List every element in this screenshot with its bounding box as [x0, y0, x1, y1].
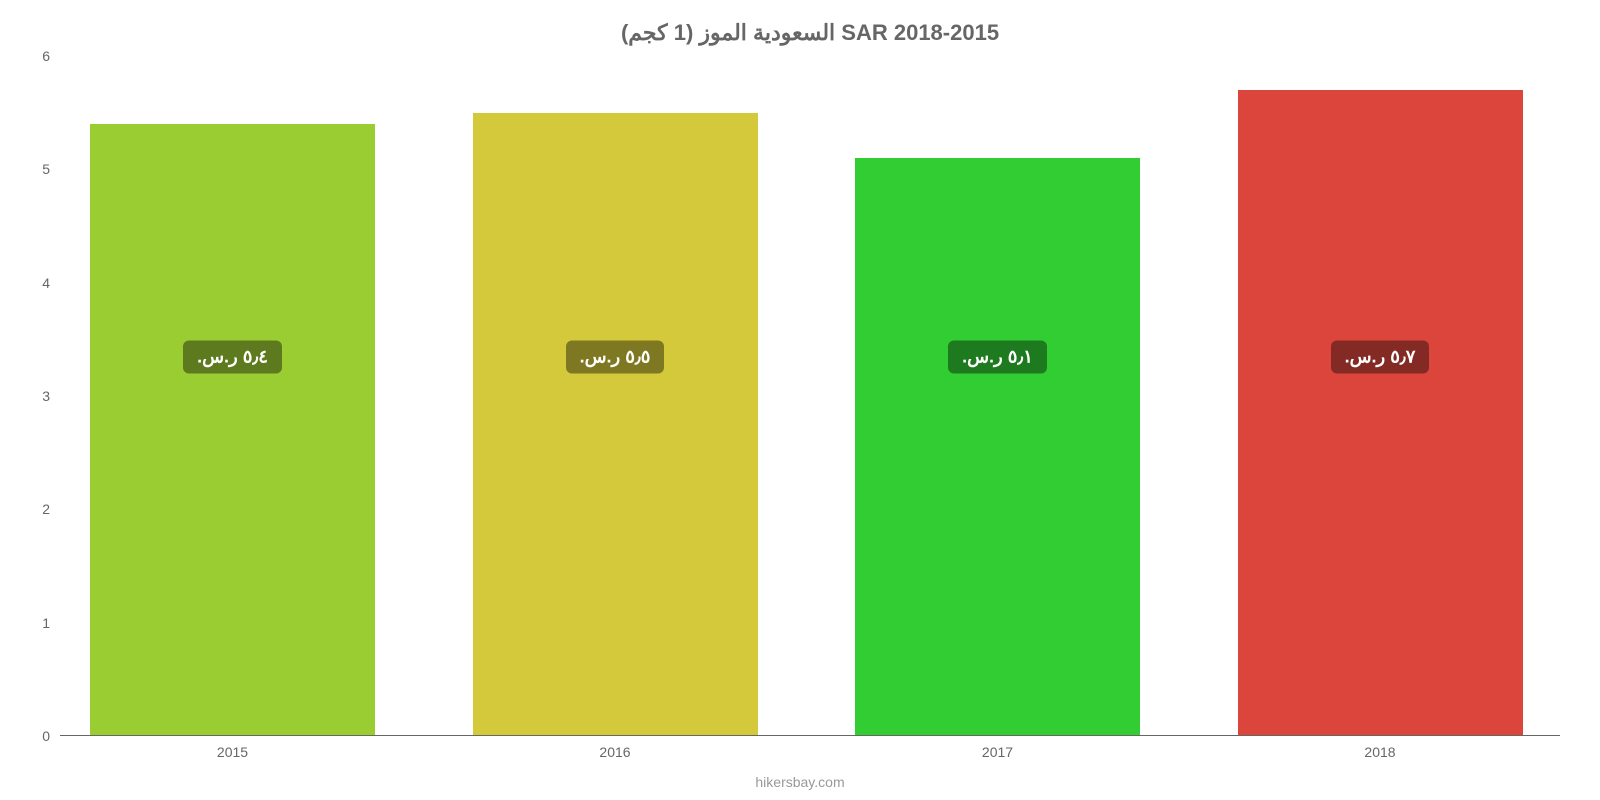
bar-value-label-wrap: ٥٫٥ ر.س.: [473, 341, 758, 374]
x-tick: 2017: [855, 744, 1140, 760]
bar-value-label-wrap: ٥٫٤ ر.س.: [90, 341, 375, 374]
bar: [90, 124, 375, 736]
plot-area: ٥٫٤ ر.س.2015 ٥٫٥ ر.س.2016 ٥٫١ ر.س.2017 ٥٫٧ …: [60, 56, 1560, 736]
bar-value-label-wrap: ٥٫١ ر.س.: [855, 341, 1140, 374]
x-tick: 2016: [473, 744, 758, 760]
bars-area: ٥٫٤ ر.س.2015 ٥٫٥ ر.س.2016 ٥٫١ ر.س.2017 ٥٫٧ …: [60, 56, 1560, 736]
bar: [473, 113, 758, 736]
bar-slot: ٥٫٥ ر.س.2016: [473, 56, 758, 736]
bar: [1238, 90, 1523, 736]
chart-footer: hikersbay.com: [0, 774, 1600, 790]
bar-value-label: ٥٫٤ ر.س.: [183, 341, 282, 374]
chart-container: السعودية الموز (1 كجم) SAR 2018-2015 ٥٫٤…: [0, 0, 1600, 800]
y-tick: 1: [20, 615, 50, 631]
bar-value-label: ٥٫٥ ر.س.: [566, 341, 665, 374]
y-tick: 2: [20, 501, 50, 517]
x-tick: 2015: [90, 744, 375, 760]
bar-value-label: ٥٫١ ر.س.: [948, 341, 1047, 374]
x-axis: [60, 735, 1560, 736]
bar-value-label-wrap: ٥٫٧ ر.س.: [1238, 341, 1523, 374]
chart-title: السعودية الموز (1 كجم) SAR 2018-2015: [60, 20, 1560, 46]
bar-value-label: ٥٫٧ ر.س.: [1331, 341, 1430, 374]
y-tick: 3: [20, 388, 50, 404]
y-tick: 0: [20, 728, 50, 744]
y-tick: 4: [20, 275, 50, 291]
bar: [855, 158, 1140, 736]
bar-slot: ٥٫١ ر.س.2017: [855, 56, 1140, 736]
bar-slot: ٥٫٧ ر.س.2018: [1238, 56, 1523, 736]
y-tick: 5: [20, 161, 50, 177]
x-tick: 2018: [1238, 744, 1523, 760]
y-tick: 6: [20, 48, 50, 64]
bar-slot: ٥٫٤ ر.س.2015: [90, 56, 375, 736]
